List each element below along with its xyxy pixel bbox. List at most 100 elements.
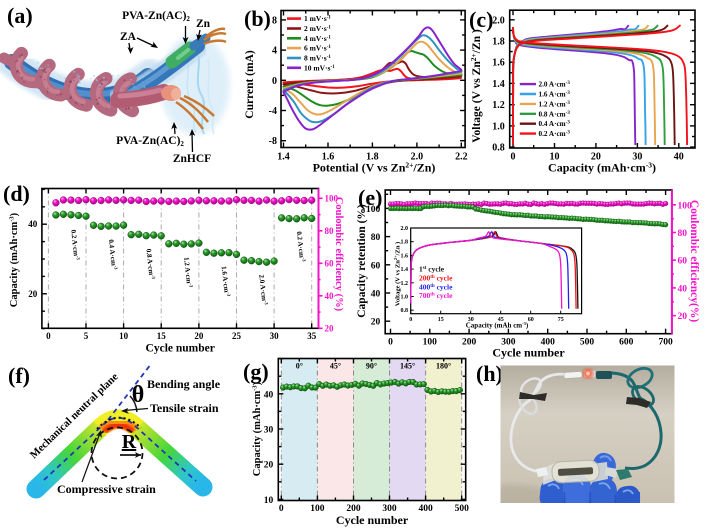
svg-text:60: 60	[678, 257, 688, 267]
svg-text:100: 100	[366, 205, 381, 215]
svg-text:Capacity (mAh cm-3): Capacity (mAh cm-3)	[466, 321, 529, 330]
svg-text:300: 300	[501, 338, 516, 348]
svg-text:0.2 A·cm-3: 0.2 A·cm-3	[539, 130, 571, 138]
svg-text:Potential (V vs Zn2+/Zn): Potential (V vs Zn2+/Zn)	[313, 161, 436, 175]
svg-text:ZA: ZA	[120, 31, 137, 43]
svg-text:PVA-Zn(AC)2: PVA-Zn(AC)2	[116, 135, 184, 148]
svg-text:20: 20	[591, 152, 601, 163]
svg-text:Capacity retention (%): Capacity retention (%)	[356, 204, 368, 318]
svg-text:20: 20	[371, 318, 381, 328]
svg-text:1.6: 1.6	[492, 58, 505, 69]
svg-text:20: 20	[325, 323, 335, 333]
svg-text:400: 400	[541, 338, 556, 348]
svg-text:1.8: 1.8	[492, 37, 505, 48]
svg-text:1.2: 1.2	[492, 100, 505, 111]
svg-text:2.0: 2.0	[411, 152, 424, 163]
svg-text:ZnHCF: ZnHCF	[173, 153, 211, 165]
svg-text:400th cycle: 400th cycle	[419, 282, 453, 291]
svg-text:60: 60	[325, 258, 335, 268]
svg-text:Voltage (V vs Zn2+/Zn ): Voltage (V vs Zn2+/Zn )	[393, 242, 402, 306]
svg-text:0.4 A·cm-3: 0.4 A·cm-3	[539, 120, 571, 128]
svg-text:40: 40	[674, 152, 684, 163]
svg-text:45°: 45°	[330, 362, 341, 371]
svg-text:(c): (c)	[469, 7, 493, 32]
svg-text:600: 600	[619, 338, 634, 348]
svg-text:700th cycle: 700th cycle	[419, 291, 453, 300]
svg-text:700: 700	[658, 338, 673, 348]
svg-text:30: 30	[264, 426, 274, 436]
svg-text:1.4: 1.4	[401, 267, 409, 273]
svg-text:40: 40	[371, 290, 381, 300]
svg-text:100: 100	[678, 201, 693, 211]
svg-text:1.2 A·cm-3: 1.2 A·cm-3	[182, 257, 193, 289]
svg-text:8: 8	[272, 15, 277, 26]
svg-text:(h): (h)	[476, 361, 503, 386]
svg-text:Capacity (mAh·cm-3): Capacity (mAh·cm-3)	[252, 381, 264, 476]
svg-text:1.0: 1.0	[492, 121, 505, 132]
svg-text:Zn: Zn	[196, 18, 211, 30]
svg-text:2.2: 2.2	[455, 152, 468, 163]
svg-text:Bending angle: Bending angle	[147, 377, 221, 391]
svg-text:10 mV·s-1: 10 mV·s-1	[304, 63, 335, 72]
svg-text:20: 20	[264, 461, 274, 471]
svg-text:80: 80	[325, 226, 335, 236]
svg-text:6 mV·s-1: 6 mV·s-1	[304, 44, 331, 53]
svg-text:90°: 90°	[366, 362, 377, 371]
svg-text:(d): (d)	[3, 181, 30, 206]
svg-text:10: 10	[264, 496, 274, 506]
svg-text:1.8: 1.8	[401, 240, 409, 246]
svg-text:30: 30	[270, 331, 280, 341]
svg-text:2.0: 2.0	[492, 15, 505, 26]
svg-text:4: 4	[272, 46, 277, 57]
svg-text:R: R	[122, 431, 137, 453]
svg-text:40: 40	[325, 291, 335, 301]
svg-text:0.2 A·cm-3: 0.2 A·cm-3	[69, 229, 80, 261]
svg-text:0.8 A·cm-3: 0.8 A·cm-3	[144, 248, 155, 280]
svg-text:20: 20	[678, 312, 688, 322]
svg-text:30: 30	[468, 317, 474, 323]
svg-text:2.0: 2.0	[401, 226, 409, 232]
svg-text:75: 75	[558, 317, 564, 323]
svg-text:180°: 180°	[436, 362, 451, 371]
svg-text:Capacity (mAh·cm-3): Capacity (mAh·cm-3)	[548, 161, 656, 175]
svg-text:10: 10	[119, 331, 129, 341]
svg-text:15: 15	[157, 331, 167, 341]
svg-text:60: 60	[371, 261, 381, 271]
svg-text:Current (mA): Current (mA)	[244, 50, 256, 119]
svg-text:0.8 A·cm-3: 0.8 A·cm-3	[539, 110, 571, 118]
svg-text:100: 100	[310, 504, 325, 514]
svg-text:1.8: 1.8	[366, 152, 379, 163]
svg-text:1.6 A·cm-3: 1.6 A·cm-3	[220, 266, 231, 298]
svg-text:0.4 A·cm-3: 0.4 A·cm-3	[107, 239, 118, 271]
svg-text:1.4: 1.4	[492, 79, 505, 90]
svg-text:(a): (a)	[7, 3, 33, 28]
svg-text:-8: -8	[269, 136, 277, 147]
svg-text:PVA-Zn(AC)2: PVA-Zn(AC)2	[122, 10, 190, 23]
svg-text:1.2: 1.2	[401, 281, 409, 287]
svg-text:(b): (b)	[244, 6, 271, 31]
svg-text:100: 100	[423, 338, 438, 348]
svg-text:0: 0	[409, 317, 412, 323]
svg-text:20: 20	[194, 331, 204, 341]
svg-text:1.4: 1.4	[277, 152, 290, 163]
svg-text:(g): (g)	[243, 359, 269, 384]
svg-text:10: 10	[549, 152, 559, 163]
svg-text:40: 40	[264, 390, 274, 400]
svg-text:Cycle number: Cycle number	[336, 513, 409, 527]
svg-text:0: 0	[46, 331, 51, 341]
svg-text:0: 0	[272, 76, 277, 87]
svg-text:40: 40	[678, 284, 688, 294]
svg-text:Coulombic efficiency(%): Coulombic efficiency(%)	[688, 200, 700, 322]
svg-text:Coulombic efficiency (%): Coulombic efficiency (%)	[333, 197, 344, 312]
svg-text:30: 30	[632, 152, 642, 163]
svg-text:25: 25	[232, 331, 242, 341]
svg-text:0.8: 0.8	[492, 143, 505, 154]
svg-text:4 mV·s-1: 4 mV·s-1	[304, 34, 331, 43]
svg-text:2 mV·s-1: 2 mV·s-1	[304, 24, 331, 33]
svg-text:θ: θ	[132, 382, 145, 408]
svg-text:1.0: 1.0	[401, 295, 409, 301]
svg-text:400: 400	[418, 504, 433, 514]
svg-text:0.2 A·cm-3: 0.2 A·cm-3	[295, 231, 306, 263]
svg-text:1.2 A·cm-3: 1.2 A·cm-3	[539, 100, 571, 108]
svg-text:0: 0	[511, 152, 516, 163]
